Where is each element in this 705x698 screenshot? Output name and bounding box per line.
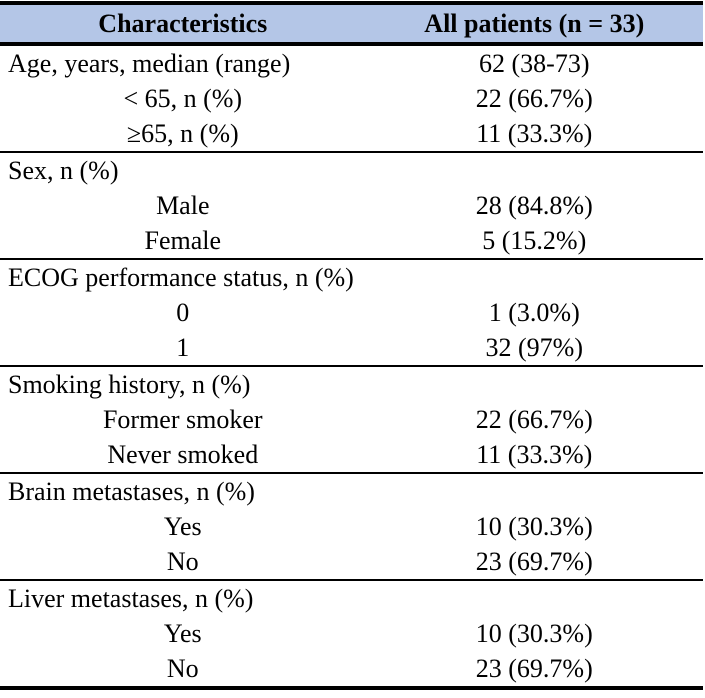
- section-smoking: Smoking history, n (%) Former smoker 22 …: [0, 365, 703, 472]
- row-label: No: [166, 654, 199, 683]
- row-value: 23 (69.7%): [475, 654, 593, 683]
- row-value: 22 (66.7%): [475, 84, 593, 113]
- row-value: 10 (30.3%): [475, 619, 593, 648]
- row-label: Brain metastases, n (%): [8, 477, 255, 506]
- row-value: 32 (97%): [485, 333, 583, 362]
- row-label: Female: [144, 226, 222, 255]
- row-value: 11 (33.3%): [476, 119, 593, 148]
- row-value: 1 (3.0%): [488, 298, 580, 327]
- table-row: Sex, n (%): [0, 153, 703, 188]
- table-row: Female 5 (15.2%): [0, 223, 703, 258]
- row-label: Age, years, median (range): [8, 49, 291, 78]
- row-label: No: [166, 547, 199, 576]
- section-brain-metastases: Brain metastases, n (%) Yes 10 (30.3%) N…: [0, 472, 703, 579]
- row-value: 11 (33.3%): [476, 440, 593, 469]
- table-row: Never smoked 11 (33.3%): [0, 437, 703, 472]
- row-label: Yes: [163, 619, 202, 648]
- row-label: Smoking history, n (%): [8, 370, 251, 399]
- section-liver-metastases: Liver metastases, n (%) Yes 10 (30.3%) N…: [0, 579, 703, 686]
- header-characteristics: Characteristics: [98, 8, 268, 38]
- table-row: Male 28 (84.8%): [0, 188, 703, 223]
- row-label: Never smoked: [107, 440, 259, 469]
- table-row: ECOG performance status, n (%): [0, 260, 703, 295]
- table-row: No 23 (69.7%): [0, 544, 703, 579]
- table-row: Liver metastases, n (%): [0, 581, 703, 616]
- row-value: 23 (69.7%): [475, 547, 593, 576]
- table-row: < 65, n (%) 22 (66.7%): [0, 81, 703, 116]
- row-label: ≥65, n (%): [126, 119, 239, 148]
- table-row: Smoking history, n (%): [0, 367, 703, 402]
- row-value: 62 (38-73): [479, 49, 590, 78]
- row-label: Sex, n (%): [8, 156, 119, 185]
- table-row: Former smoker 22 (66.7%): [0, 402, 703, 437]
- table-row: ≥65, n (%) 11 (33.3%): [0, 116, 703, 151]
- table-row: Brain metastases, n (%): [0, 474, 703, 509]
- row-label: ECOG performance status, n (%): [8, 263, 354, 292]
- table-row: No 23 (69.7%): [0, 651, 703, 686]
- row-label: Yes: [163, 512, 202, 541]
- header-all-patients: All patients (n = 33): [424, 8, 645, 38]
- row-label: 1: [176, 333, 190, 362]
- section-age: Age, years, median (range) 62 (38-73) < …: [0, 46, 703, 151]
- row-value: 22 (66.7%): [475, 405, 593, 434]
- row-label: Male: [156, 191, 210, 220]
- row-label: < 65, n (%): [123, 84, 243, 113]
- row-value: 28 (84.8%): [475, 191, 593, 220]
- table-row: 0 1 (3.0%): [0, 295, 703, 330]
- row-value: 5 (15.2%): [482, 226, 587, 255]
- row-label: Liver metastases, n (%): [8, 584, 254, 613]
- table-header-row: Characteristics All patients (n = 33): [0, 5, 703, 46]
- table-row: Yes 10 (30.3%): [0, 509, 703, 544]
- section-sex: Sex, n (%) Male 28 (84.8%) Female 5 (15.…: [0, 151, 703, 258]
- section-ecog: ECOG performance status, n (%) 0 1 (3.0%…: [0, 258, 703, 365]
- row-label: 0: [176, 298, 190, 327]
- table-row: Yes 10 (30.3%): [0, 616, 703, 651]
- table-row: 1 32 (97%): [0, 330, 703, 365]
- row-value: 10 (30.3%): [475, 512, 593, 541]
- table-row: Age, years, median (range) 62 (38-73): [0, 46, 703, 81]
- row-label: Former smoker: [102, 405, 263, 434]
